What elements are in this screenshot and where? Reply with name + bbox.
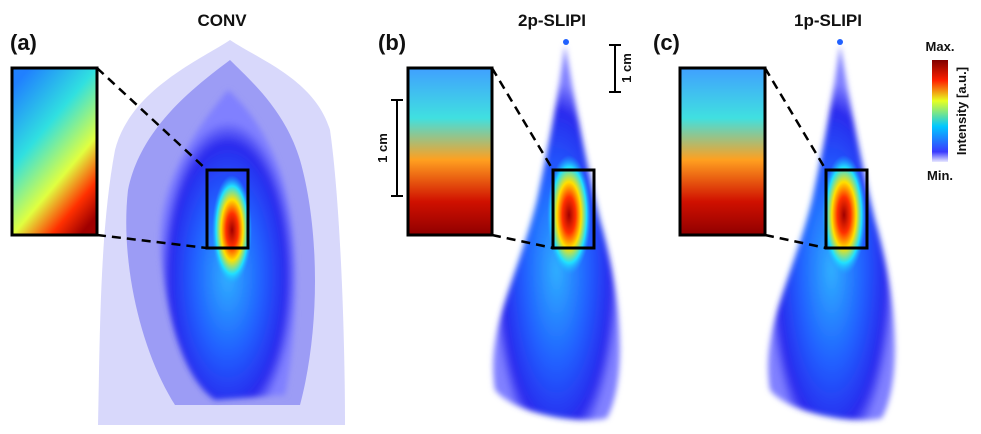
panel-c: (c) 1p-SLIPI — [653, 11, 895, 420]
panel-label: (a) — [10, 30, 37, 55]
colorbar-min: Min. — [927, 168, 953, 183]
colorbar: Max. Min. Intensity [a.u.] — [926, 39, 969, 183]
scale-bar-label: 1 cm — [619, 53, 634, 83]
panel-b: 1 cm 1 cm (b) 2p-SLIPI — [375, 11, 634, 420]
colorbar-max: Max. — [926, 39, 955, 54]
panel-label: (b) — [378, 30, 406, 55]
panel-title: CONV — [197, 11, 247, 30]
colorbar-label: Intensity [a.u.] — [954, 67, 969, 155]
panel-label: (c) — [653, 30, 680, 55]
panel-title: 1p-SLIPI — [794, 11, 862, 30]
scale-bar-label: 1 cm — [375, 133, 390, 163]
panel-title: 2p-SLIPI — [518, 11, 586, 30]
panel-a: (a) CONV — [10, 11, 345, 425]
